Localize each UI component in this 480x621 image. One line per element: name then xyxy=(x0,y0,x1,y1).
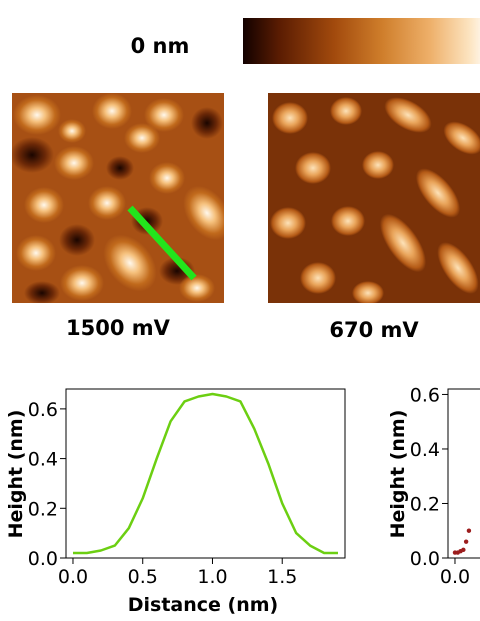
y-tick-label: 0.0 xyxy=(410,548,440,570)
y-tick-label: 0.2 xyxy=(28,498,58,520)
data-point xyxy=(463,539,469,544)
y-tick-labels: 0.0 0.2 0.4 0.6 xyxy=(410,384,440,570)
x-axis-label: Distance (nm) xyxy=(128,594,278,616)
colorbar-min-label: 0 nm xyxy=(130,34,190,58)
data-point xyxy=(466,528,472,533)
stm-image-label-2: 670 mV xyxy=(329,318,419,342)
plot-frame xyxy=(65,388,346,559)
y-tick-label: 0.2 xyxy=(410,493,440,515)
height-colorbar xyxy=(243,18,480,64)
y-tick-label: 0.6 xyxy=(410,384,440,406)
y-tick-label: 0.0 xyxy=(28,548,58,570)
profile-point-series xyxy=(452,528,472,555)
x-tick-marks xyxy=(72,558,283,564)
y-tick-marks xyxy=(60,408,66,559)
y-axis-label: Height (nm) xyxy=(387,410,409,539)
profile-line-series xyxy=(73,392,338,555)
y-tick-labels: 0.0 0.2 0.4 0.6 xyxy=(28,399,58,570)
y-tick-marks xyxy=(442,393,448,559)
height-profile-chart-2: 0.0 0.0 0.2 0.4 0.6 Height (nm) xyxy=(387,384,480,588)
line-cut-marker xyxy=(127,205,197,281)
x-tick-label: 1.0 xyxy=(197,566,227,588)
y-tick-label: 0.4 xyxy=(28,449,58,471)
plot-frame xyxy=(447,388,480,559)
x-tick-label: 1.5 xyxy=(267,566,297,588)
y-axis-label: Height (nm) xyxy=(5,410,27,539)
x-tick-labels: 0.0 0.5 1.0 1.5 xyxy=(58,566,297,588)
stm-image-1500mv xyxy=(12,93,224,303)
y-tick-label: 0.4 xyxy=(410,439,440,461)
x-tick-label: 0.0 xyxy=(58,566,88,588)
x-tick-label: 0.0 xyxy=(440,566,470,588)
stm-image-670mv xyxy=(268,93,480,303)
x-tick-labels: 0.0 xyxy=(440,566,470,588)
height-profile-chart: 0.0 0.5 1.0 1.5 0.00.20.40.6 Distance (nm) … xyxy=(5,388,346,616)
data-point xyxy=(461,547,466,553)
stm-image-label-1: 1500 mV xyxy=(66,316,170,340)
y-tick-label: 0.6 xyxy=(28,399,58,421)
x-tick-label: 0.5 xyxy=(128,566,158,588)
